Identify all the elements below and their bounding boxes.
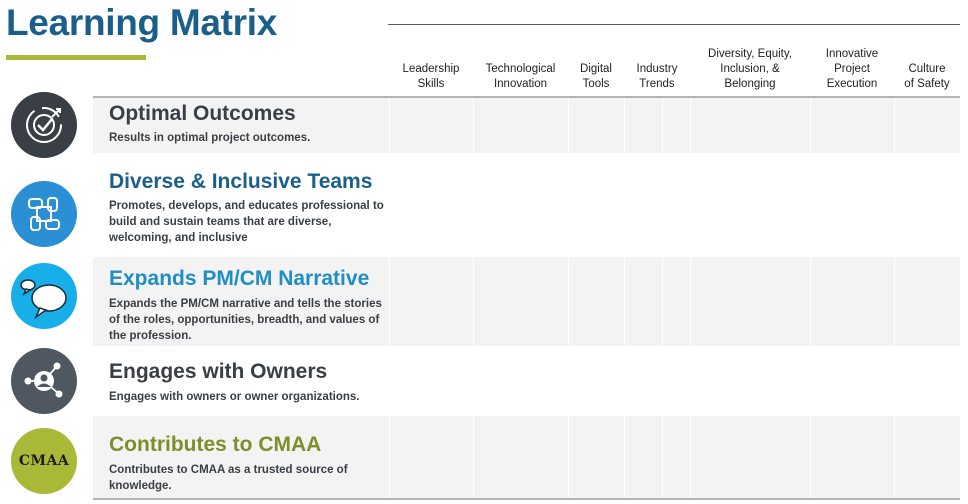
cell-divider — [624, 98, 625, 498]
row-title-engages-owners: Engages with Owners — [109, 360, 328, 383]
cell-divider — [389, 98, 390, 498]
joined-hands-icon — [11, 181, 77, 247]
cell-divider — [810, 98, 811, 498]
cell-divider — [894, 98, 895, 498]
row-title-optimal-outcomes: Optimal Outcomes — [109, 102, 296, 125]
title-underline — [6, 55, 146, 60]
target-check-icon — [11, 92, 77, 158]
row-description-optimal-outcomes: Results in optimal project outcomes. — [109, 132, 311, 144]
row-title-diverse-inclusive-teams: Diverse & Inclusive Teams — [109, 170, 373, 193]
page-title: Learning Matrix — [6, 2, 277, 43]
row-description-engages-owners: Engages with owners or owner organizatio… — [109, 391, 360, 403]
row-description-expands-narrative: Expands the PM/CM narrative and tells th… — [109, 298, 382, 342]
row-description-diverse-inclusive-teams: Promotes, develops, and educates profess… — [109, 200, 384, 244]
matrix-row-contributes-cmaa — [93, 416, 960, 498]
header-rule — [388, 24, 960, 25]
network-person-icon — [11, 348, 77, 414]
column-header-leadership-skills: Leadership Skills — [402, 63, 460, 90]
column-header-innovative-project-execution: Innovative Project Execution — [825, 48, 879, 90]
table-bottom-rule — [93, 498, 960, 500]
column-header-culture-of-safety: Culture of Safety — [904, 63, 950, 90]
cmaa-logo-text: CMAA — [18, 453, 70, 469]
cell-divider — [473, 98, 474, 498]
row-title-expands-narrative: Expands PM/CM Narrative — [109, 267, 370, 290]
column-header-digital-tools: Digital Tools — [580, 63, 612, 90]
matrix-row-optimal-outcomes — [93, 98, 960, 153]
column-header-dei-belonging: Diversity, Equity, Inclusion, & Belongin… — [708, 48, 792, 90]
column-header-industry-trends: Industry Trends — [636, 63, 678, 90]
column-header-technological-innovation: Technological Innovation — [485, 63, 556, 90]
row-description-contributes-cmaa: Contributes to CMAA as a trusted source … — [109, 464, 348, 492]
row-title-contributes-cmaa: Contributes to CMAA — [109, 433, 322, 456]
table-top-rule — [93, 96, 960, 98]
cell-divider — [690, 98, 691, 498]
speech-bubbles-icon — [11, 263, 77, 329]
matrix-row-expands-narrative — [93, 257, 960, 346]
cmaa-logo: CMAA — [11, 428, 77, 494]
cell-divider — [662, 98, 663, 498]
cell-divider — [568, 98, 569, 498]
